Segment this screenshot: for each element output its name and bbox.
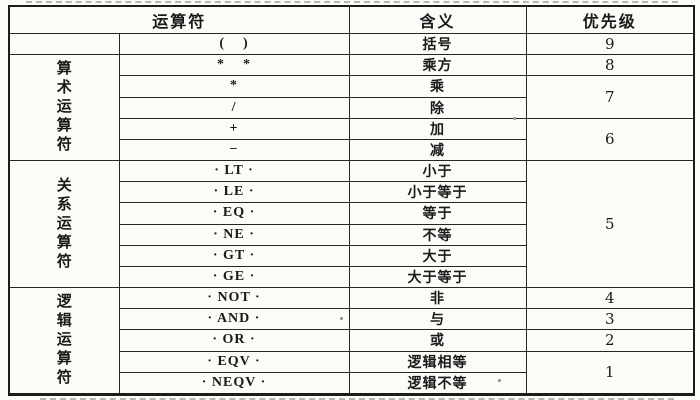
priority-cell: 6 xyxy=(525,117,695,162)
table-row: + 加 6 xyxy=(9,117,695,162)
operator-cell: · NEQV · xyxy=(118,371,350,396)
meaning-cell: 逻辑不等 xyxy=(348,371,527,396)
operator-cell: · LE · xyxy=(118,181,350,204)
meaning-cell: 逻辑相等 xyxy=(348,350,527,373)
meaning-cell: 或 xyxy=(348,329,527,352)
table-row: · GT · 大于 xyxy=(9,244,694,267)
meaning-cell: 减 xyxy=(348,138,527,162)
meaning-cell: 不等 xyxy=(348,223,527,246)
table-row: 逻辑运算符 · NOT · 非 4 xyxy=(8,287,695,395)
table-row: · NEQV · 逻辑不等 xyxy=(9,371,694,396)
category-cell-empty xyxy=(8,32,120,56)
operator-cell: · AND · xyxy=(118,308,350,331)
table-row: * 乘 7 xyxy=(9,75,695,119)
operator-cell: / xyxy=(118,96,350,119)
operator-cell: · EQ · xyxy=(118,202,350,225)
meaning-cell: 乘方 xyxy=(348,54,527,77)
priority-cell: 5 xyxy=(525,160,695,289)
header-meaning: 含义 xyxy=(348,5,527,34)
operator-cell: · LT · xyxy=(118,160,350,183)
table-row: · NE · 不等 xyxy=(9,223,694,246)
operator-cell: − xyxy=(118,138,350,162)
priority-cell: 4 xyxy=(525,287,695,310)
header-priority: 优先级 xyxy=(525,5,695,34)
operator-cell: * xyxy=(118,75,350,98)
meaning-cell: 与 xyxy=(348,308,527,331)
table-row: − 减 xyxy=(9,138,694,162)
operator-cell: · GE · xyxy=(118,265,350,289)
operator-cell: · EQV · xyxy=(118,350,350,373)
priority-cell: 8 xyxy=(525,54,695,77)
meaning-cell: 括号 xyxy=(348,32,527,56)
category-cell-arithmetic: 算术运算符 xyxy=(8,54,120,162)
category-cell-logical: 逻辑运算符 xyxy=(8,287,120,395)
operator-cell: ( ) xyxy=(118,32,350,56)
table-row: 算术运算符 * * 乘方 8 xyxy=(8,54,695,162)
meaning-cell: 加 xyxy=(348,117,527,140)
operator-precedence-table: 运算符 含义 优先级 ( ) 括号 9 算术运算符 * * 乘方 8 xyxy=(8,5,696,396)
category-cell-relational: 关系运算符 xyxy=(8,160,120,289)
meaning-cell: 乘 xyxy=(348,75,527,98)
operator-cell: · GT · xyxy=(118,244,350,267)
priority-cell: 1 xyxy=(525,350,695,396)
table-row: · OR · 或 2 xyxy=(9,329,695,352)
table-row: · EQV · 逻辑相等 1 xyxy=(9,350,695,396)
priority-cell: 3 xyxy=(525,308,695,331)
scan-artifact-bottom xyxy=(40,398,674,400)
table-row: · AND · 与 3 xyxy=(9,308,695,331)
meaning-cell: 非 xyxy=(348,287,527,310)
meaning-cell: 大于等于 xyxy=(348,265,527,289)
scan-artifact-top xyxy=(26,1,678,3)
operator-cell: · NE · xyxy=(118,223,350,246)
operator-cell: + xyxy=(118,117,350,140)
scan-speck xyxy=(498,379,501,382)
category-label: 算术运算符 xyxy=(56,61,72,154)
meaning-cell: 除 xyxy=(348,96,527,119)
header-operator: 运算符 xyxy=(8,5,350,34)
meaning-cell: 小于 xyxy=(348,160,527,183)
operator-cell: * * xyxy=(118,54,350,77)
operator-cell: · OR · xyxy=(118,329,350,352)
scan-speck xyxy=(513,117,516,120)
operator-cell: · NOT · xyxy=(118,287,350,310)
category-label: 关系运算符 xyxy=(56,177,72,270)
header-row: 运算符 含义 优先级 xyxy=(8,5,695,34)
priority-cell: 2 xyxy=(525,329,695,352)
category-label: 逻辑运算符 xyxy=(56,294,72,387)
priority-cell: 9 xyxy=(525,32,695,56)
scan-speck xyxy=(340,317,343,320)
priority-cell: 7 xyxy=(525,75,695,119)
table-row: ( ) 括号 9 xyxy=(8,32,695,56)
meaning-cell: 大于 xyxy=(348,244,527,267)
table-row: · LE · 小于等于 xyxy=(9,181,694,204)
meaning-cell: 等于 xyxy=(348,202,527,225)
table-row: 关系运算符 · LT · 小于 5 xyxy=(8,160,695,289)
meaning-cell: 小于等于 xyxy=(348,181,527,204)
